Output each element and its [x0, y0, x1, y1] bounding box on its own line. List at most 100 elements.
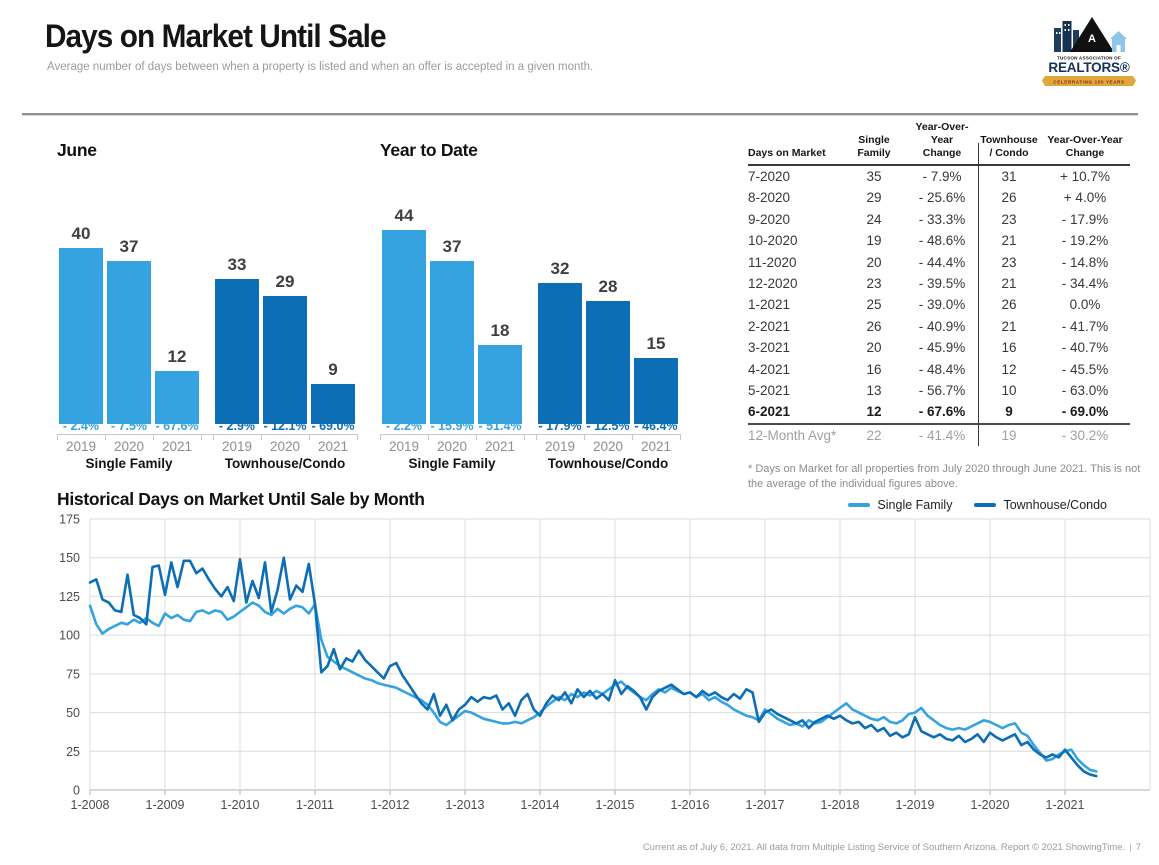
table-cell: 12 — [866, 404, 882, 420]
x-axis-tick-label: 1-2018 — [821, 798, 860, 812]
table-cell: - 7.9% — [922, 169, 962, 184]
legend-swatch — [848, 503, 871, 507]
y-axis-tick-label: 25 — [66, 745, 80, 759]
june-chart-canvas: 40 - 2.4% 2019 37 - 7.5% 2020 12 - 67.6% 2021 Sin… — [57, 140, 359, 480]
axis-tick — [680, 434, 681, 440]
table-cell: 31 — [1001, 169, 1017, 184]
june-bar-chart: June 40 - 2.4% 2019 37 - 7.5% 2020 12 - 67.6% 20… — [57, 140, 359, 480]
bar-year-label: 2020 — [269, 439, 301, 454]
table-cell: 7-2020 — [748, 169, 791, 184]
chart-title-june: June — [57, 140, 97, 160]
axis-line — [57, 434, 357, 435]
table-cell: - 25.6% — [918, 190, 966, 206]
bar-value-label: 18 — [490, 321, 510, 340]
axis-tick — [213, 434, 214, 440]
axis-tick — [632, 434, 633, 440]
table-cell: 8-2020 — [748, 190, 791, 206]
bar-group-label: Single Family — [85, 456, 173, 471]
table-header-cell: Days on Market — [748, 140, 842, 166]
legend-label: Townhouse/Condo — [1003, 498, 1107, 512]
bar-change-label: - 46.4% — [634, 419, 678, 433]
bar-year-label: 2021 — [317, 439, 349, 454]
y-axis-tick-label: 125 — [59, 590, 80, 604]
svg-text:A: A — [1088, 33, 1096, 45]
legend-swatch — [974, 503, 997, 507]
table-cell: 12 — [1001, 361, 1017, 377]
axis-tick — [380, 434, 381, 440]
logo-text-line2: REALTORS® — [1048, 60, 1129, 75]
axis-tick — [201, 434, 202, 440]
table-cell: + 10.7% — [1060, 169, 1110, 184]
table-cell: 26 — [866, 318, 882, 334]
table-cell: - 39.5% — [918, 275, 966, 291]
page-subtitle: Average number of days between when a pr… — [47, 61, 594, 73]
skyline-icon: A — [1054, 17, 1127, 52]
bar — [107, 261, 151, 424]
table-header-cell: Single Family — [842, 134, 906, 166]
table-cell: 22 — [842, 422, 906, 446]
bar-value-label: 9 — [328, 360, 338, 379]
header-divider — [22, 113, 1138, 116]
table-cell: - 48.6% — [918, 233, 966, 249]
table-cell: 1-2021 — [748, 297, 791, 313]
table-cell: 12-Month Avg* — [748, 422, 842, 446]
axis-tick — [105, 434, 106, 440]
table-cell: 3-2021 — [748, 340, 791, 356]
table-cell: - 41.4% — [906, 422, 978, 446]
bar-year-label: 2019 — [221, 439, 253, 454]
y-axis-tick-label: 175 — [59, 513, 80, 527]
table-cell: 11-2020 — [748, 254, 797, 270]
table-cell: 13 — [866, 382, 882, 398]
bar-change-label: - 17.9% — [538, 419, 582, 433]
year-to-date-bar-chart: Year to Date 44 - 2.2% 2019 37 - 15.9% 2020 18… — [380, 140, 682, 480]
logo-ribbon-text: CELEBRATING 100 YEARS — [1053, 80, 1124, 85]
table-header-cell: Townhouse / Condo — [978, 134, 1040, 166]
logo-text-line1: TUCSON ASSOCIATION OF — [1057, 56, 1121, 61]
bar-year-label: 2019 — [65, 439, 97, 454]
y-axis-tick-label: 150 — [59, 551, 80, 565]
table-cell: - 45.5% — [1061, 361, 1109, 377]
legend-item: Townhouse/Condo — [974, 498, 1107, 512]
axis-tick — [584, 434, 585, 440]
bar — [586, 301, 630, 424]
bar-group-label: Single Family — [408, 456, 496, 471]
table-cell: 6-2021 — [748, 404, 791, 420]
historical-chart-title: Historical Days on Market Until Sale by … — [57, 489, 425, 509]
bar-value-label: 15 — [646, 334, 666, 353]
table-cell: - 45.9% — [918, 340, 966, 356]
bar-group-label: Townhouse/Condo — [547, 456, 669, 471]
axis-tick — [309, 434, 310, 440]
x-axis-tick-label: 1-2013 — [446, 798, 485, 812]
chart-legend: Single Family Townhouse/Condo — [848, 498, 1107, 512]
table-cell: 29 — [866, 190, 882, 206]
axis-tick — [428, 434, 429, 440]
bar-change-label: - 2.2% — [385, 419, 423, 433]
table-cell: 10-2020 — [748, 233, 798, 249]
table-cell: 12-2020 — [748, 275, 798, 291]
bar-year-label: 2019 — [544, 439, 576, 454]
x-axis-tick-label: 1-2020 — [971, 798, 1010, 812]
x-axis-tick-label: 1-2019 — [896, 798, 935, 812]
x-axis-tick-label: 1-2008 — [71, 798, 110, 812]
series-line-single-family — [88, 601, 1098, 773]
tucson-association-of-realtors-logo: A TUCSON ASSOCIATION OF REALTORS® CELEBR… — [1042, 17, 1136, 86]
bar — [263, 296, 307, 424]
axis-tick — [261, 434, 262, 440]
x-axis-tick-label: 1-2011 — [296, 798, 334, 812]
bar — [478, 345, 522, 424]
table-cell: + 4.0% — [1063, 190, 1107, 206]
axis-tick — [536, 434, 537, 440]
bar — [538, 283, 582, 424]
table-cell: - 30.2% — [1040, 422, 1130, 446]
table-cell: - 40.9% — [918, 318, 966, 334]
table-cell: 23 — [866, 275, 882, 291]
table-cell: - 56.7% — [918, 382, 966, 398]
bar-change-label: - 12.1% — [263, 419, 307, 433]
table-cell: 2-2021 — [748, 318, 791, 334]
table-cell: 20 — [866, 340, 882, 356]
table-cell: - 14.8% — [1061, 254, 1109, 270]
table-cell: 26 — [1001, 297, 1017, 313]
bar-year-label: 2020 — [436, 439, 468, 454]
bar-year-label: 2021 — [640, 439, 672, 454]
axis-line — [380, 434, 680, 435]
